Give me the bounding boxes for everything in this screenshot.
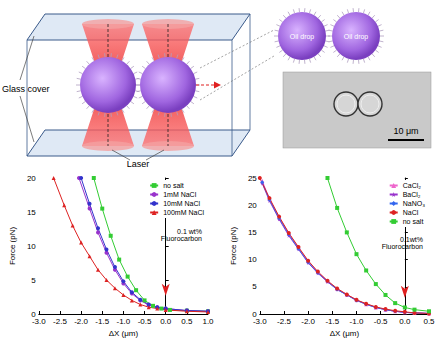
svg-text:100mM NaCl: 100mM NaCl: [163, 209, 204, 216]
svg-text:NaCl: NaCl: [403, 209, 419, 216]
svg-text:-3.0: -3.0: [32, 317, 46, 326]
svg-text:-1.5: -1.5: [325, 317, 339, 326]
svg-text:5: 5: [31, 276, 36, 285]
svg-text:0.1wt%: 0.1wt%: [400, 236, 423, 243]
svg-text:Laser: Laser: [127, 159, 150, 169]
svg-text:Fluorocarbon: Fluorocarbon: [382, 243, 423, 250]
svg-text:-1.5: -1.5: [95, 317, 109, 326]
svg-text:no salt: no salt: [163, 182, 184, 189]
svg-text:NaNO₃: NaNO₃: [403, 200, 425, 207]
svg-text:-2.5: -2.5: [277, 317, 291, 326]
svg-text:10: 10: [27, 242, 36, 251]
svg-text:no salt: no salt: [403, 218, 424, 225]
svg-text:0.5: 0.5: [181, 317, 193, 326]
svg-text:Oil drop: Oil drop: [344, 33, 369, 41]
svg-text:ΔX (μm): ΔX (μm): [330, 329, 360, 338]
svg-text:-1.0: -1.0: [117, 317, 131, 326]
svg-text:0: 0: [31, 309, 36, 319]
svg-text:Force (pN): Force (pN): [229, 227, 238, 266]
svg-text:0.5: 0.5: [423, 317, 435, 326]
svg-text:5: 5: [252, 282, 257, 291]
svg-text:-2.0: -2.0: [74, 317, 88, 326]
svg-text:15: 15: [248, 228, 257, 237]
svg-text:-1.0: -1.0: [350, 317, 364, 326]
svg-text:-3.0: -3.0: [253, 317, 267, 326]
svg-text:Oil drop: Oil drop: [290, 33, 315, 41]
svg-text:0.0: 0.0: [160, 317, 172, 326]
svg-text:-2.5: -2.5: [53, 317, 67, 326]
svg-text:Fluorocarbon: Fluorocarbon: [161, 235, 202, 242]
svg-text:15: 15: [27, 208, 36, 217]
svg-text:1mM NaCl: 1mM NaCl: [163, 191, 197, 198]
svg-text:20: 20: [27, 174, 36, 183]
svg-text:20: 20: [248, 201, 257, 210]
svg-text:CaCl₂: CaCl₂: [403, 182, 422, 189]
svg-text:-2.0: -2.0: [301, 317, 315, 326]
svg-text:10: 10: [248, 255, 257, 264]
svg-text:25: 25: [248, 174, 257, 183]
svg-text:Force (pN): Force (pN): [8, 227, 17, 266]
svg-text:ΔX (μm): ΔX (μm): [109, 329, 139, 338]
svg-text:0.1 wt%: 0.1 wt%: [177, 228, 202, 235]
svg-text:Glass cover: Glass cover: [2, 84, 50, 94]
svg-text:10mM NaCl: 10mM NaCl: [163, 200, 200, 207]
svg-text:-0.5: -0.5: [374, 317, 388, 326]
svg-text:10 μm: 10 μm: [393, 126, 418, 136]
svg-text:BaCl₂: BaCl₂: [403, 191, 421, 198]
svg-text:0.0: 0.0: [399, 317, 411, 326]
svg-text:-0.5: -0.5: [138, 317, 152, 326]
svg-text:1.0: 1.0: [202, 317, 214, 326]
svg-text:0: 0: [252, 309, 257, 319]
